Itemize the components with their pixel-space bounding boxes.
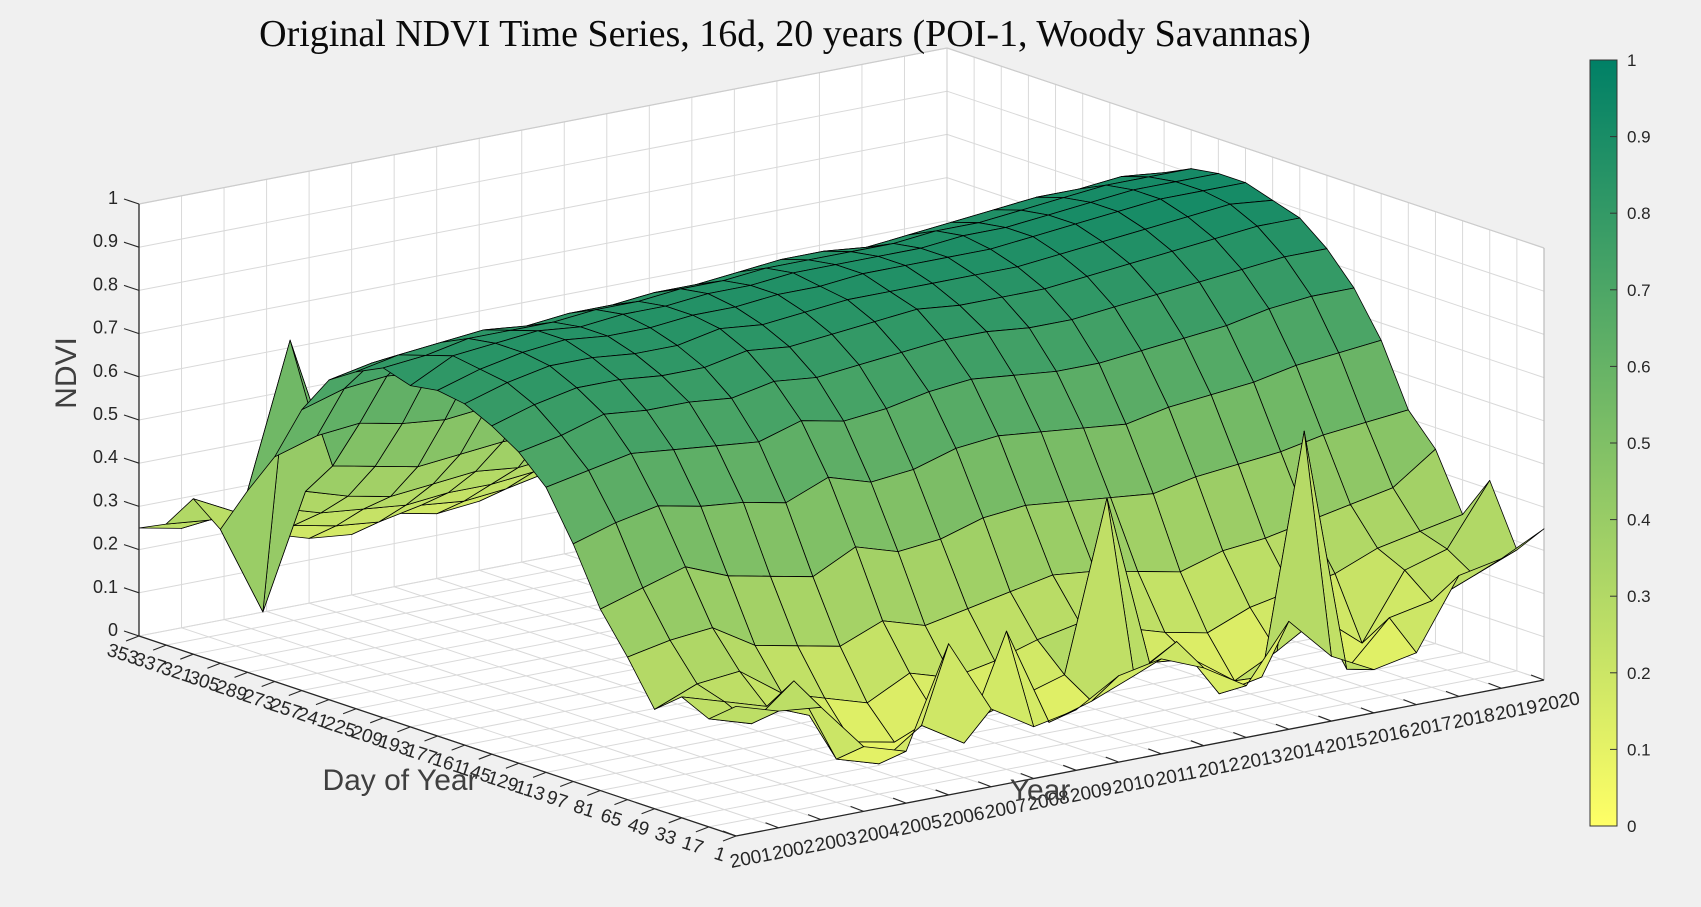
tick-label: 0.8 bbox=[93, 274, 118, 294]
tick-label: 0.7 bbox=[1627, 281, 1651, 300]
tick-label: 2017 bbox=[1409, 713, 1455, 742]
tick-label: 2012 bbox=[1196, 754, 1242, 783]
y-axis-title: Day of Year bbox=[322, 764, 478, 797]
tick-label: 0.4 bbox=[1627, 511, 1651, 530]
tick-label: 2013 bbox=[1239, 746, 1285, 775]
tick-label: 2020 bbox=[1536, 688, 1582, 717]
tick-label: 0.1 bbox=[93, 577, 118, 597]
tick-label: 0 bbox=[1627, 817, 1636, 836]
tick-label: 1 bbox=[711, 843, 728, 866]
tick-label: 97 bbox=[544, 787, 571, 814]
tick-label: 0.1 bbox=[1627, 740, 1651, 759]
tick-label: 2019 bbox=[1494, 696, 1540, 725]
tick-label: 2011 bbox=[1154, 762, 1198, 790]
tick-label: 1 bbox=[1627, 51, 1636, 70]
tick-label: 2015 bbox=[1324, 729, 1370, 758]
tick-label: 17 bbox=[679, 832, 706, 859]
tick-label: 0.7 bbox=[93, 318, 118, 338]
x-axis-title: Year bbox=[1009, 774, 1071, 807]
surface-mesh bbox=[138, 168, 1545, 765]
tick-label: 0.9 bbox=[1627, 128, 1651, 147]
tick-label: 0.3 bbox=[93, 490, 118, 510]
plot-title: Original NDVI Time Series, 16d, 20 years… bbox=[259, 13, 1311, 55]
surface-face bbox=[708, 706, 779, 725]
tick-label: 2018 bbox=[1451, 705, 1497, 734]
tick-label: 0.8 bbox=[1627, 204, 1651, 223]
tick-label: 2004 bbox=[856, 820, 902, 849]
tick-label: 0.2 bbox=[1627, 664, 1651, 683]
tick-label: 2016 bbox=[1366, 721, 1412, 750]
tick-label: 353 bbox=[104, 640, 141, 670]
tick-label: 2002 bbox=[771, 836, 817, 865]
z-axis-title: NDVI bbox=[50, 337, 83, 409]
tick-label: 81 bbox=[571, 796, 598, 823]
tick-label: 65 bbox=[598, 805, 625, 832]
z-axis-ticks: 0 0.1 0.2 0.3 0.4 0.5 0.6 0.7 0.8 0.9 1 bbox=[93, 188, 140, 640]
tick-label: 33 bbox=[652, 823, 679, 850]
tick-label: 0.2 bbox=[93, 534, 118, 554]
tick-label: 0.3 bbox=[1627, 587, 1651, 606]
tick-label: 2001 bbox=[728, 844, 774, 873]
tick-label: 0.4 bbox=[93, 447, 118, 467]
colorbar: 0 0.1 0.2 0.3 0.4 0.5 0.6 0.7 0.8 0.9 1 bbox=[1589, 51, 1651, 836]
tick-label: 0.9 bbox=[93, 231, 118, 251]
tick-label: 2005 bbox=[898, 811, 944, 840]
tick-label: 2014 bbox=[1281, 737, 1327, 766]
tick-label: 0.5 bbox=[93, 404, 118, 424]
tick-label: 1 bbox=[108, 188, 118, 208]
tick-label: 2003 bbox=[813, 828, 859, 857]
tick-label: 49 bbox=[625, 814, 652, 841]
tick-label: 0.6 bbox=[1627, 357, 1651, 376]
tick-label: 0 bbox=[108, 620, 118, 640]
tick-label: 0.5 bbox=[1627, 434, 1651, 453]
tick-label: 0.6 bbox=[93, 361, 118, 381]
